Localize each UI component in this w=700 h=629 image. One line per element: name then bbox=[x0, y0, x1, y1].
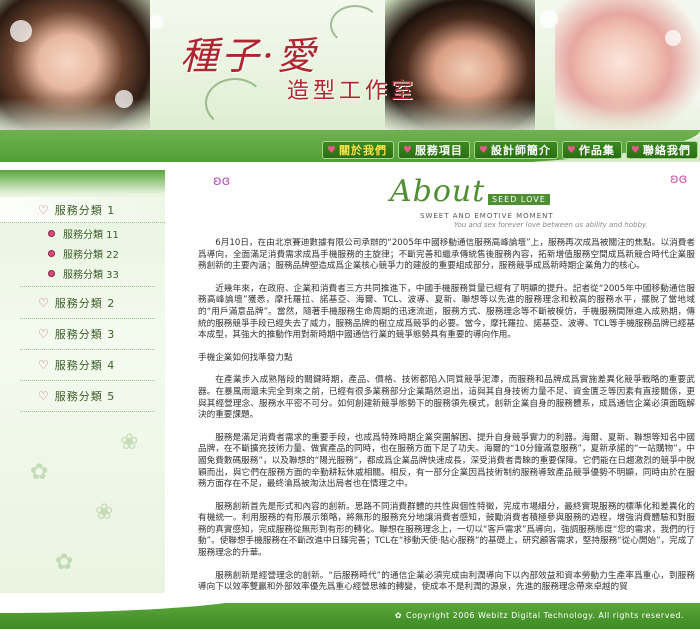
nav-label: 關於我們 bbox=[338, 144, 387, 157]
butterfly-icon: ʚɞ bbox=[670, 172, 688, 187]
sidebar-divider bbox=[20, 411, 155, 412]
copyright-label: Copyright 2006 Webitz Digital Technology… bbox=[406, 611, 684, 620]
bullet-icon bbox=[48, 229, 55, 237]
nav-item-services[interactable]: ♥ 服務項目 bbox=[397, 141, 470, 159]
about-script-title: About bbox=[390, 174, 486, 209]
flower-icon: ✿ bbox=[55, 550, 74, 575]
sidebar-category-label: 服務分類 2 bbox=[54, 297, 116, 310]
nav-label: 設計師簡介 bbox=[490, 144, 551, 157]
logo-title: 種子·愛 bbox=[180, 34, 319, 78]
about-banner: About SEED LOVE SWEET AND EMOTIVE MOMENT… bbox=[390, 174, 650, 230]
heart-icon: ♥ bbox=[630, 144, 640, 156]
nav-label: 聯絡我們 bbox=[642, 144, 691, 157]
sidebar-subitem-11[interactable]: 服務分類 11 bbox=[0, 223, 165, 243]
sidebar-top-band bbox=[0, 170, 165, 194]
article-paragraph: 服務創新是經營理念的創新。“后服務時代”的通信企業必須完成由利潤導向下以內部效益… bbox=[198, 570, 695, 593]
flower-icon: ✿ bbox=[30, 460, 49, 485]
footer-wave bbox=[0, 593, 260, 613]
site-header: 種子·愛 造型工作室 ♥ 關於我們 ♥ 服務項目 ♥ 設計師簡介 ♥ 作品集 ♥… bbox=[0, 0, 700, 162]
article-paragraph: 服務是滿足消費者需求的重要手段，也成爲特殊時期企業突圍解困、提升自身競爭實力的利… bbox=[198, 432, 695, 490]
flower-icon: ❀ bbox=[95, 500, 114, 525]
article-body: 6月10日，在由北京賽迪數據有限公司承辦的“2005年中國移動通信服務高峰論壇”… bbox=[198, 238, 695, 603]
sidebar-category-label: 服務分類 4 bbox=[54, 359, 116, 372]
header-photo-center bbox=[385, 0, 535, 138]
flower-decoration bbox=[540, 10, 558, 28]
flower-decoration bbox=[115, 90, 133, 108]
sidebar-subitem-label: 服務分類 11 bbox=[63, 229, 119, 241]
flower-icon: ❀ bbox=[120, 430, 139, 455]
flower-decoration bbox=[665, 30, 681, 46]
nav-label: 服務項目 bbox=[414, 144, 463, 157]
heart-icon: ♡ bbox=[38, 389, 49, 403]
bullet-icon bbox=[48, 269, 55, 277]
main-nav: ♥ 關於我們 ♥ 服務項目 ♥ 設計師簡介 ♥ 作品集 ♥ 聯絡我們 bbox=[322, 141, 700, 159]
heart-icon: ♡ bbox=[38, 296, 49, 310]
nav-label: 作品集 bbox=[578, 144, 615, 157]
heart-icon: ♥ bbox=[566, 144, 576, 156]
sidebar-divider bbox=[20, 286, 155, 287]
sidebar-subitem-label: 服務分類 22 bbox=[63, 249, 119, 261]
heart-icon: ♥ bbox=[327, 144, 336, 156]
heart-icon: ♥ bbox=[402, 144, 412, 156]
swirl-decoration bbox=[330, 5, 380, 45]
logo-subtitle: 造型工作室 bbox=[287, 79, 418, 104]
swirl-decoration bbox=[205, 78, 265, 128]
about-slogan: You and sex forever love between us abil… bbox=[454, 221, 648, 229]
sidebar-category-1[interactable]: ♡ 服務分類 1 bbox=[0, 197, 165, 223]
heart-icon: ♡ bbox=[38, 327, 49, 341]
sidebar-divider bbox=[20, 349, 155, 350]
copyright-text: ✿ Copyright 2006 Webitz Digital Technolog… bbox=[395, 611, 684, 620]
flower-decoration bbox=[150, 15, 164, 29]
article-subheading: 手機企業如何找準發力點 bbox=[198, 352, 293, 363]
sidebar-category-label: 服務分類 3 bbox=[54, 328, 116, 341]
sidebar-category-5[interactable]: ♡ 服務分類 5 bbox=[0, 383, 165, 409]
sidebar-divider bbox=[20, 380, 155, 381]
main-content: About SEED LOVE SWEET AND EMOTIVE MOMENT… bbox=[165, 170, 700, 603]
sidebar-category-3[interactable]: ♡ 服務分類 3 bbox=[0, 321, 165, 347]
heart-icon: ♡ bbox=[38, 358, 49, 372]
nav-item-designers[interactable]: ♥ 設計師簡介 bbox=[473, 141, 558, 159]
sidebar-subitem-label: 服務分類 33 bbox=[63, 269, 119, 281]
sidebar-category-4[interactable]: ♡ 服務分類 4 bbox=[0, 352, 165, 378]
heart-icon: ♥ bbox=[478, 144, 488, 156]
article-paragraph: 6月10日，在由北京賽迪數據有限公司承辦的“2005年中國移動通信服務高峰論壇”… bbox=[198, 238, 695, 272]
nav-item-about[interactable]: ♥ 關於我們 bbox=[322, 141, 394, 159]
article-paragraph: 服務創新首先是形式和內容的創新。思路不同消費群體的共性與個性特徵，完成市場細分，… bbox=[198, 501, 695, 559]
nav-item-contact[interactable]: ♥ 聯絡我們 bbox=[625, 141, 698, 159]
sidebar-category-2[interactable]: ♡ 服務分類 2 bbox=[0, 290, 165, 316]
sidebar-divider bbox=[20, 318, 155, 319]
heart-icon: ♡ bbox=[38, 202, 49, 217]
article-paragraph: 在產業步入成熟階段的關鍵時期，產品、價格、技術都陷入同質競爭泥潭，而服務和品牌成… bbox=[198, 375, 695, 421]
butterfly-icon: ʚɞ bbox=[213, 174, 231, 189]
nav-item-portfolio[interactable]: ♥ 作品集 bbox=[561, 141, 622, 159]
sidebar: ♡ 服務分類 1 服務分類 11 服務分類 22 服務分類 33 ♡ 服務分類 … bbox=[0, 170, 165, 603]
sidebar-subitem-33[interactable]: 服務分類 33 bbox=[0, 263, 165, 283]
sidebar-category-label: 服務分類 1 bbox=[54, 203, 116, 217]
sidebar-subitem-22[interactable]: 服務分類 22 bbox=[0, 243, 165, 263]
sidebar-category-label: 服務分類 5 bbox=[54, 390, 116, 403]
about-tagline: SWEET AND EMOTIVE MOMENT bbox=[420, 212, 554, 220]
about-tag: SEED LOVE bbox=[488, 194, 550, 205]
copyright-icon: ✿ bbox=[394, 611, 403, 620]
site-footer: ✿ Copyright 2006 Webitz Digital Technolog… bbox=[0, 593, 700, 629]
article-paragraph: 近幾年來，在政府、企業和消費者三方共同推進下，中國手機服務質量已經有了明顯的提升… bbox=[198, 283, 695, 341]
flower-decoration bbox=[10, 20, 32, 42]
header-photo-right bbox=[555, 0, 700, 138]
bullet-icon bbox=[48, 249, 55, 257]
